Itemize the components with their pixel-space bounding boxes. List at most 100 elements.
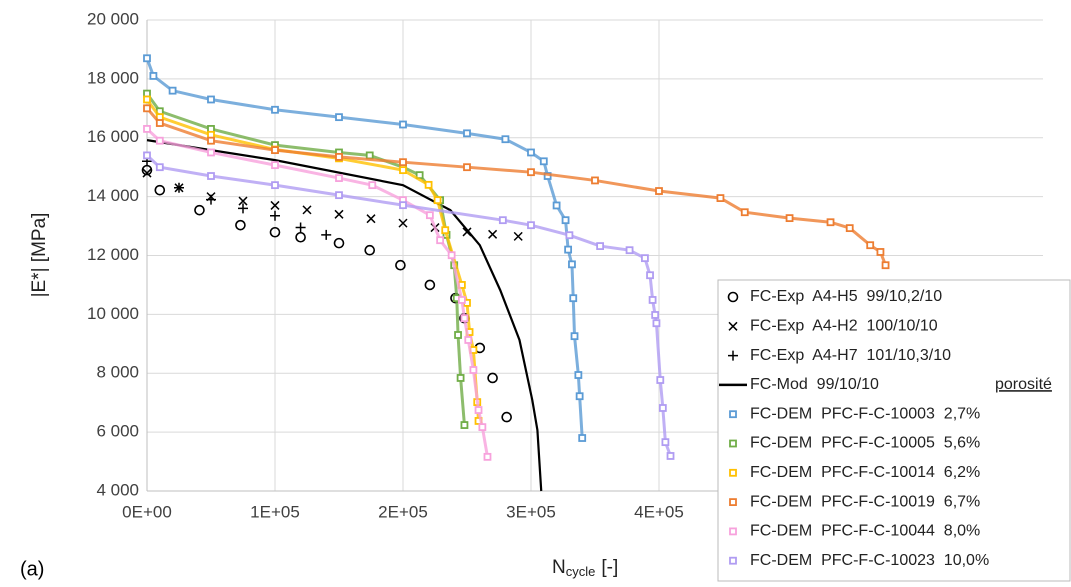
- legend-marker: [729, 498, 737, 507]
- series: [143, 125, 492, 461]
- marker: [447, 251, 456, 260]
- y-tick-label: 18 000: [87, 68, 139, 87]
- series: [143, 151, 675, 460]
- marker: [460, 421, 469, 429]
- marker: [207, 172, 215, 180]
- x-axis-label: Ncycle [-]: [552, 557, 618, 579]
- marker: [207, 95, 215, 104]
- series: [143, 95, 483, 425]
- y-tick-label: 14 000: [87, 186, 139, 205]
- marker: [596, 242, 605, 250]
- marker: [424, 180, 433, 189]
- marker: [194, 204, 205, 216]
- trend-line: [145, 107, 887, 266]
- marker: [539, 157, 548, 166]
- trend-line: [145, 127, 489, 458]
- marker: [424, 279, 436, 291]
- series: [143, 54, 587, 442]
- marker: [656, 376, 665, 384]
- marker: [463, 163, 471, 172]
- legend-label: FC-Exp A4-H5 99/10,2/10: [750, 288, 942, 305]
- marker: [365, 151, 374, 160]
- marker: [565, 231, 574, 240]
- marker: [569, 294, 578, 303]
- marker: [168, 86, 177, 95]
- marker: [155, 136, 164, 145]
- marker: [271, 161, 279, 170]
- legend-label: FC-DEM PFC-F-C-10014 6,2%: [750, 464, 980, 481]
- series: [142, 168, 523, 241]
- y-tick-label: 12 000: [87, 245, 139, 264]
- marker: [845, 224, 854, 233]
- series: [143, 89, 469, 429]
- marker: [578, 434, 587, 442]
- x-axis-label-unit: [-]: [601, 557, 618, 578]
- marker: [335, 152, 343, 161]
- marker: [399, 120, 407, 129]
- y-tick-label: 16 000: [87, 127, 139, 146]
- marker: [646, 271, 654, 280]
- marker: [456, 374, 465, 382]
- legend: FC-Exp A4-H5 99/10,2/10 FC-Exp A4-H2 100/…: [717, 279, 1071, 582]
- marker: [561, 216, 570, 225]
- marker: [474, 406, 483, 414]
- marker: [155, 163, 164, 172]
- panel-label: (a): [20, 558, 44, 580]
- marker: [366, 214, 376, 224]
- marker: [666, 452, 675, 460]
- series: [142, 156, 332, 240]
- x-tick-label: 2E+05: [378, 502, 428, 521]
- marker: [270, 210, 280, 221]
- marker: [271, 146, 279, 155]
- marker: [591, 176, 599, 185]
- marker: [441, 226, 450, 235]
- marker: [488, 229, 498, 239]
- marker: [570, 332, 579, 341]
- marker: [206, 194, 216, 205]
- marker: [641, 254, 649, 263]
- legend-label: FC-DEM PFC-F-C-10044 8,0%: [750, 523, 980, 540]
- marker: [364, 244, 376, 256]
- x-tick-label: 0E+00: [122, 502, 172, 521]
- marker: [881, 261, 890, 270]
- marker: [295, 222, 306, 233]
- y-tick-label: 6 000: [96, 422, 139, 441]
- marker: [652, 319, 661, 328]
- legend-label: FC-DEM PFC-F-C-10005 5,6%: [750, 435, 980, 452]
- marker: [487, 372, 498, 384]
- marker: [238, 203, 248, 214]
- marker: [154, 184, 166, 196]
- marker: [143, 54, 151, 63]
- marker: [876, 248, 885, 256]
- marker: [271, 181, 279, 190]
- marker: [568, 260, 576, 269]
- marker: [321, 229, 332, 240]
- marker: [454, 331, 462, 339]
- trend-line: [145, 92, 466, 426]
- y-tick-label: 4 000: [96, 480, 139, 499]
- legend-marker: [729, 527, 737, 536]
- marker: [207, 136, 215, 145]
- marker: [399, 158, 407, 167]
- marker: [149, 72, 158, 80]
- series: [143, 104, 890, 270]
- legend-label: FC-DEM PFC-F-C-10003 2,7%: [750, 405, 980, 422]
- marker: [483, 452, 492, 461]
- x-axis-label-main: N: [552, 557, 566, 578]
- marker: [207, 148, 215, 157]
- marker: [143, 125, 151, 133]
- marker: [501, 135, 510, 144]
- marker: [174, 182, 184, 193]
- marker: [155, 119, 164, 127]
- marker: [238, 196, 248, 206]
- marker: [552, 201, 561, 210]
- marker: [648, 296, 657, 304]
- legend-marker: [729, 468, 737, 477]
- y-tick-label: 8 000: [96, 363, 139, 382]
- x-tick-label: 3E+05: [506, 502, 556, 521]
- marker: [498, 216, 507, 225]
- marker: [368, 181, 377, 190]
- marker: [333, 237, 345, 249]
- trend-line: [145, 57, 584, 439]
